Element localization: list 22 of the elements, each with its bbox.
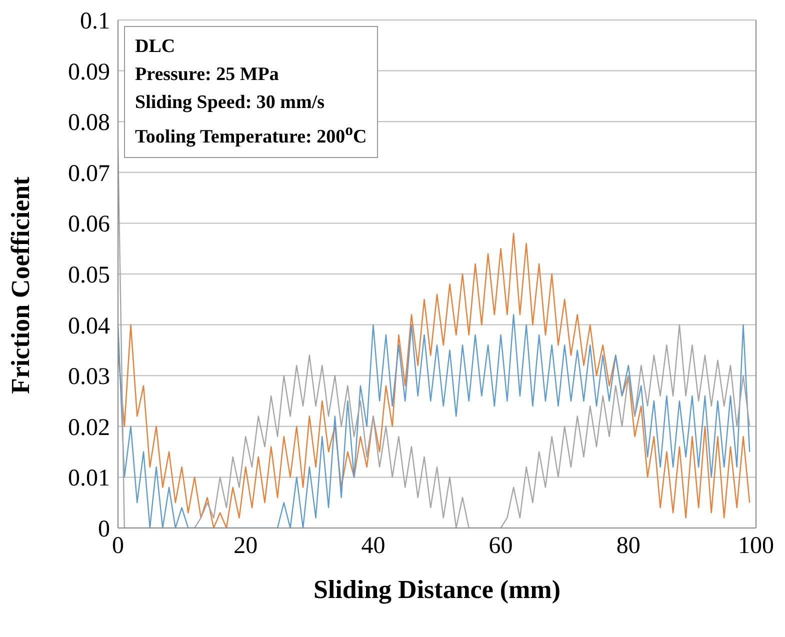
y-tick-label: 0.04 — [68, 313, 110, 340]
x-tick-label: 100 — [738, 533, 774, 560]
x-tick-label: 20 — [234, 533, 258, 560]
y-tick-label: 0.05 — [68, 262, 110, 289]
x-axis-title: Sliding Distance (mm) — [314, 575, 560, 604]
annotation: Sliding Speed: 30 mm/s — [135, 91, 326, 115]
y-tick-label: 0.07 — [68, 160, 110, 187]
y-tick-label: 0.02 — [68, 414, 110, 441]
y-axis-title: Friction Coefficient — [6, 176, 36, 394]
annotation: DLC — [135, 35, 176, 59]
y-tick-label: 0 — [98, 516, 110, 543]
x-tick-label: 60 — [488, 533, 513, 560]
y-tick-label: 0.08 — [68, 110, 110, 136]
y-tick-label: 0.1 — [80, 8, 110, 35]
x-tick-label: 80 — [616, 533, 640, 560]
y-tick-label: 0.09 — [68, 59, 110, 86]
x-tick-label: 40 — [361, 533, 386, 560]
y-tick-label: 0.01 — [68, 466, 110, 492]
annotation: Pressure: 25 MPa — [135, 63, 280, 87]
y-tick-label: 0.06 — [68, 212, 110, 238]
y-tick-label: 0.03 — [68, 364, 110, 390]
annotation: Tooling Temperature: 200$^{o}$C — [135, 121, 367, 150]
